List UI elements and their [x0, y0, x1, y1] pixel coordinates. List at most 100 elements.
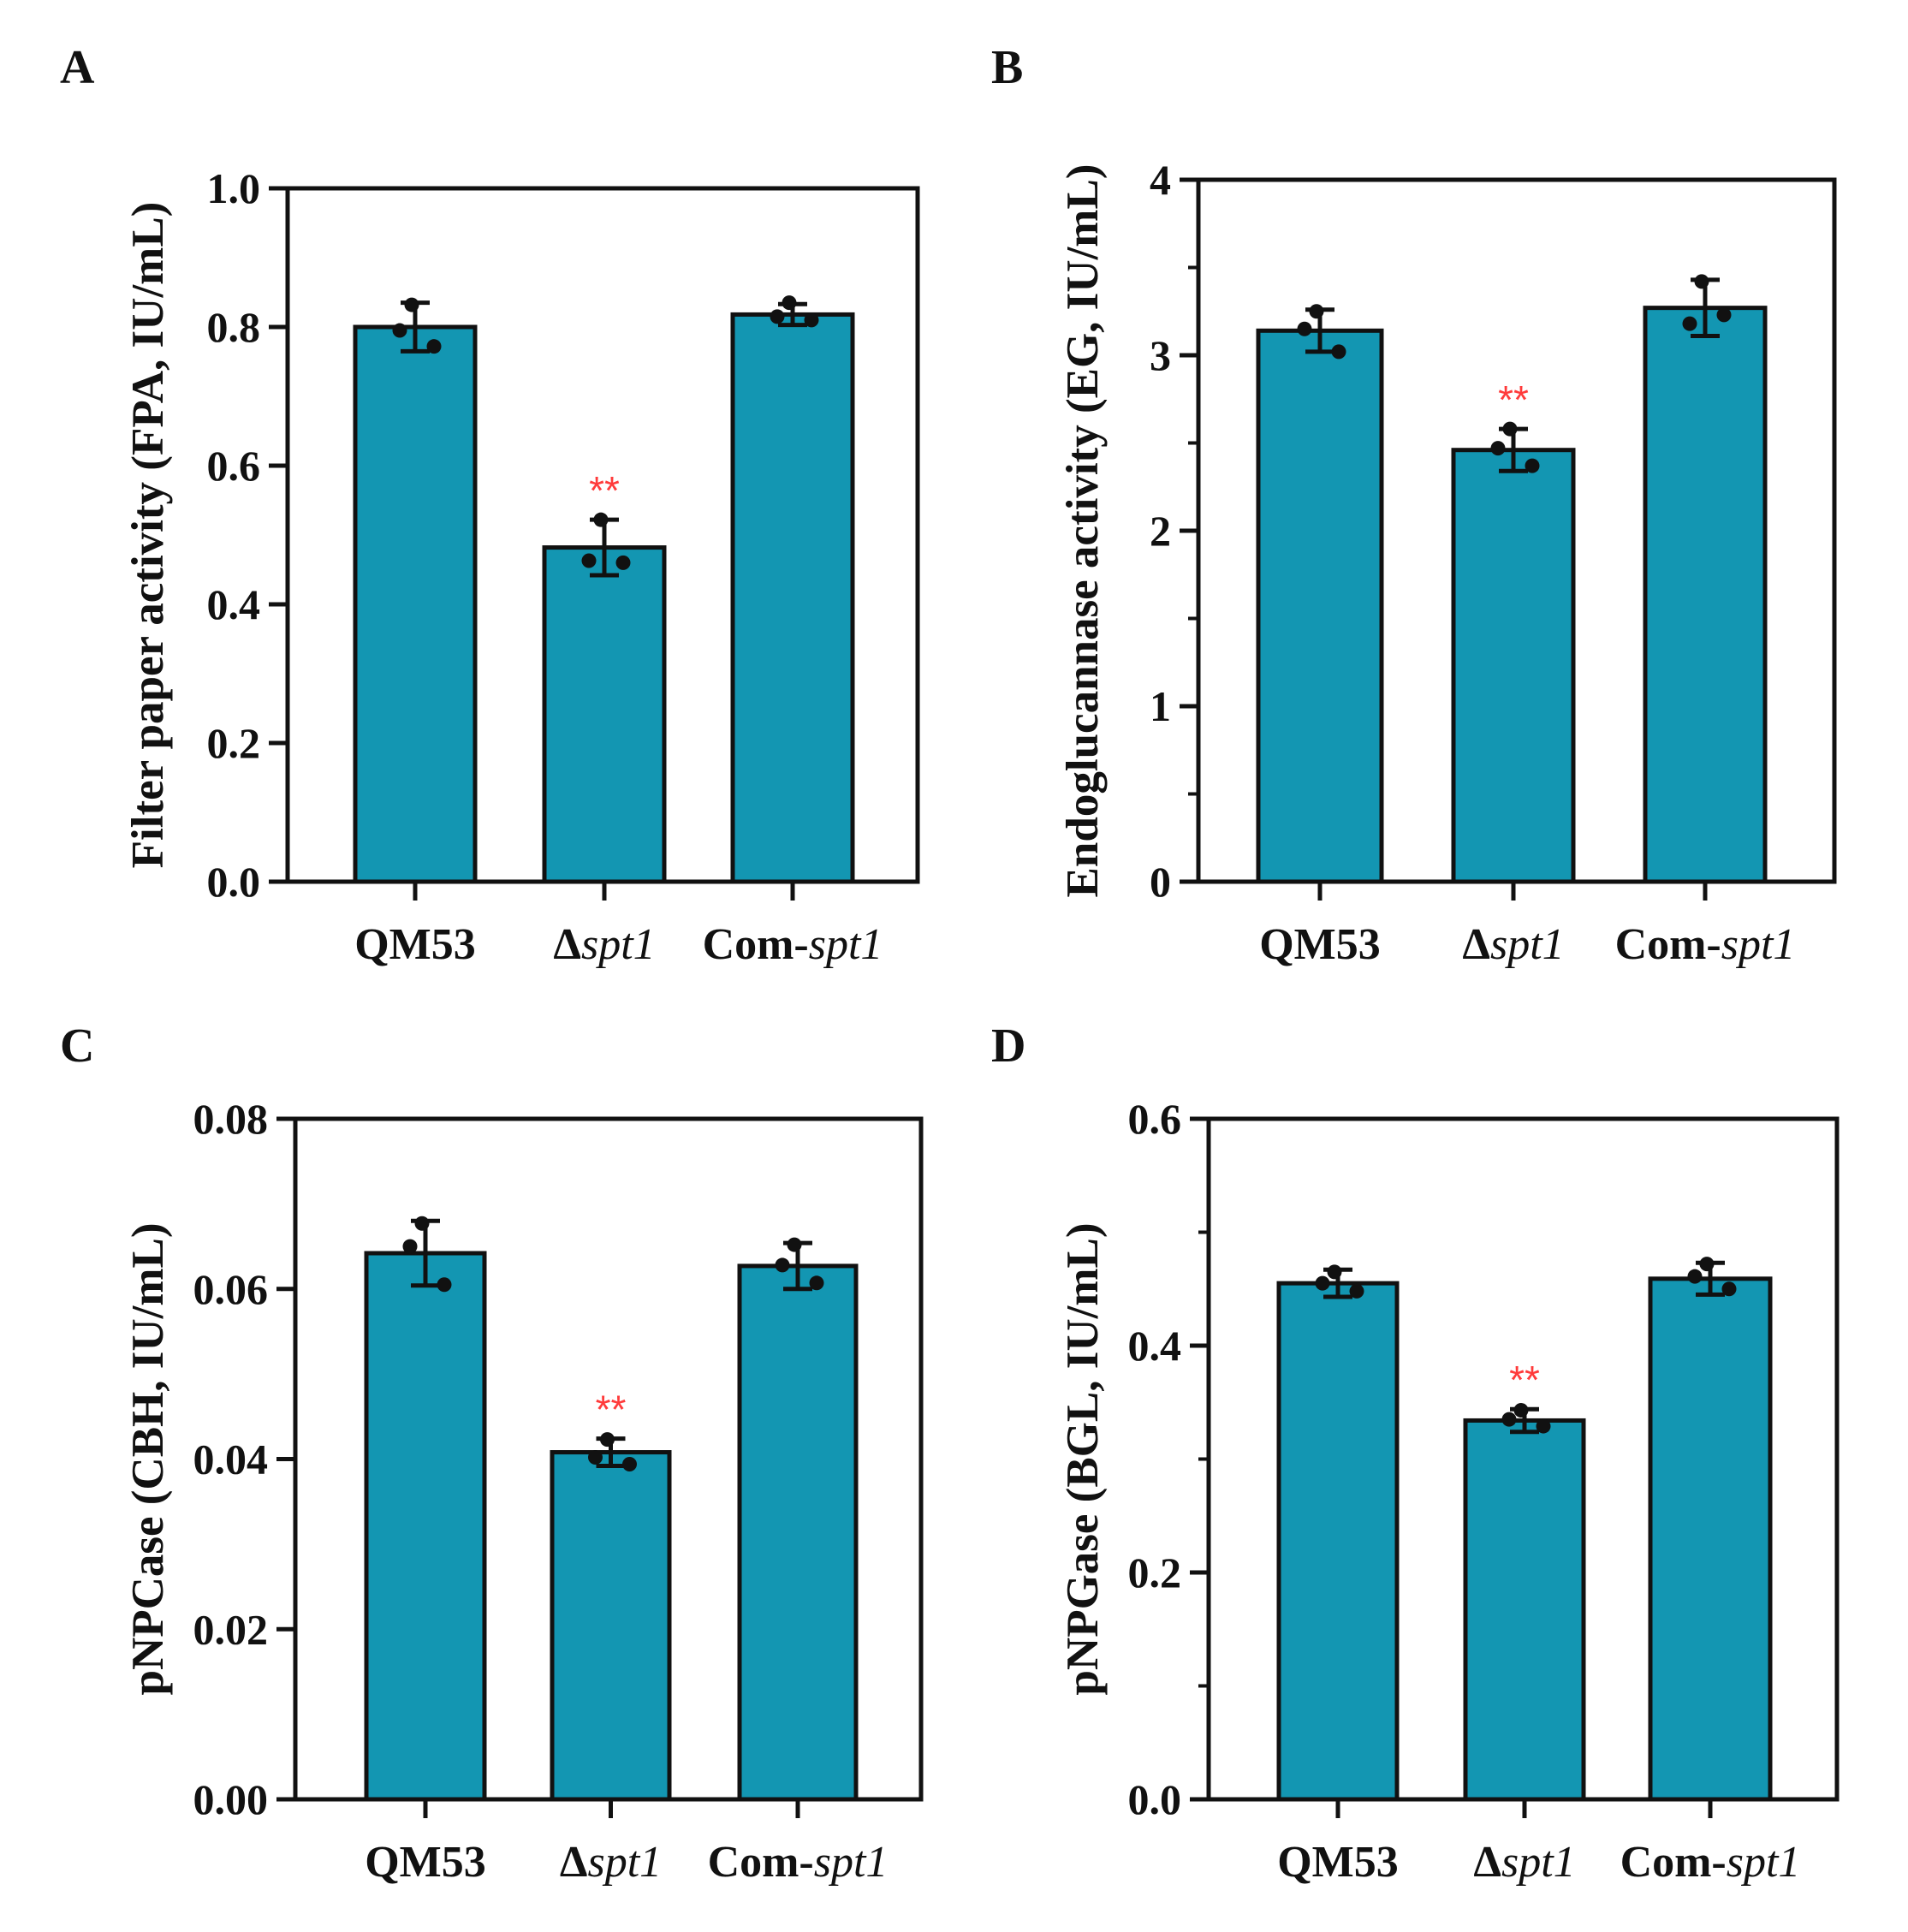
category-prefix: QM53	[365, 1838, 486, 1887]
data-point	[1331, 344, 1346, 360]
x-tick-label: QM53	[365, 1838, 486, 1887]
category-gene: spt1	[1490, 920, 1565, 969]
data-point	[1513, 1403, 1529, 1418]
delta-symbol: Δ	[560, 1838, 588, 1887]
bar-3	[1643, 306, 1768, 884]
x-tick-label: Δspt1	[560, 1838, 662, 1887]
category-prefix: QM53	[1277, 1838, 1399, 1887]
data-point	[775, 1257, 790, 1273]
x-tick-label: QM53	[1277, 1838, 1399, 1887]
category-gene: spt1	[581, 920, 656, 969]
significance-mark: **	[596, 1388, 627, 1432]
significance-mark: **	[1498, 377, 1529, 422]
data-point	[1490, 441, 1506, 456]
y-tick-label: 0.08	[193, 1095, 269, 1143]
y-tick-label: 4	[1150, 156, 1171, 204]
data-point	[600, 1432, 615, 1448]
y-tick-label: 0.8	[207, 303, 261, 351]
data-point	[1297, 321, 1312, 336]
data-point	[1315, 1275, 1330, 1291]
data-point	[804, 312, 819, 328]
data-point	[1694, 274, 1709, 289]
bar-3	[737, 1263, 859, 1802]
significance-mark: **	[1509, 1358, 1540, 1402]
x-tick-label: Com-spt1	[1620, 1838, 1801, 1887]
x-tick-label: Com-spt1	[1615, 920, 1796, 969]
data-point	[1699, 1257, 1715, 1272]
panel-b: B Endoglucannase activity (EG, IU/mL) 0 1 2 3…	[991, 41, 1837, 969]
category-gene: spt1	[1727, 1838, 1801, 1887]
data-point	[1687, 1269, 1703, 1284]
y-tick-label: 0.4	[1128, 1322, 1182, 1370]
y-tick-label: 1.0	[207, 164, 261, 212]
y-tick-label: 0.06	[193, 1265, 269, 1313]
delta-symbol: Δ	[1462, 920, 1490, 969]
data-point	[1327, 1264, 1342, 1280]
y-axis-title: pNPGase (BGL, IU/mL)	[1058, 1222, 1108, 1695]
data-point	[426, 339, 442, 354]
x-tick-label: QM53	[1259, 920, 1381, 969]
x-tick-label: Com-spt1	[708, 1838, 889, 1887]
panel-a: A Filter paper activity (FPA, IU/mL) 0.0 0.…	[60, 41, 920, 969]
y-tick-label: 0.04	[193, 1436, 269, 1483]
x-tick-label: Δspt1	[1462, 920, 1564, 969]
panel-letter: C	[60, 1020, 94, 1073]
data-point	[1682, 316, 1697, 331]
y-tick-label: 0.02	[193, 1605, 269, 1653]
category-gene: spt1	[1501, 1838, 1576, 1887]
category-gene: spt1	[814, 1838, 889, 1887]
category-gene: spt1	[1721, 920, 1796, 969]
data-point	[402, 1239, 418, 1254]
bar-1	[364, 1251, 487, 1802]
data-point	[622, 1456, 637, 1471]
bar-2	[550, 1450, 672, 1802]
bar-2	[542, 545, 667, 884]
data-point	[787, 1237, 802, 1252]
data-point	[1501, 1412, 1517, 1427]
category-gene: spt1	[809, 920, 883, 969]
data-point	[770, 309, 785, 324]
panel-letter: B	[991, 41, 1023, 94]
data-point	[392, 323, 407, 338]
data-point	[1502, 421, 1518, 437]
y-tick-label: 0.4	[207, 580, 261, 628]
x-tick-label: Δspt1	[1473, 1838, 1575, 1887]
bar-1	[353, 324, 478, 884]
data-point	[414, 1216, 430, 1231]
bar-2	[1451, 448, 1576, 884]
panel-letter: A	[60, 41, 95, 94]
data-point	[1525, 458, 1540, 473]
data-point	[581, 553, 597, 568]
y-tick-label: 0.6	[1128, 1095, 1182, 1143]
y-tick-label: 0.2	[1128, 1549, 1182, 1596]
delta-symbol: Δ	[553, 920, 581, 969]
data-point	[809, 1275, 824, 1291]
panel-letter: D	[991, 1020, 1025, 1073]
bar-2	[1463, 1418, 1586, 1802]
y-tick-label: 0.6	[207, 442, 261, 490]
x-tick-label: Com-spt1	[703, 920, 883, 969]
category-prefix: QM53	[1259, 920, 1381, 969]
category-prefix: Com-	[1615, 920, 1721, 969]
category-prefix: Com-	[1620, 1838, 1727, 1887]
data-point	[437, 1277, 452, 1293]
y-axis-title: Endoglucannase activity (EG, IU/mL)	[1058, 164, 1108, 898]
y-tick-label: 0.2	[207, 719, 261, 767]
category-prefix: Com-	[708, 1838, 814, 1887]
y-tick-label: 2	[1150, 507, 1171, 555]
data-point	[782, 295, 797, 311]
x-tick-label: QM53	[354, 920, 476, 969]
data-point	[588, 1450, 603, 1465]
data-point	[1536, 1418, 1551, 1434]
y-tick-label: 0	[1150, 858, 1171, 906]
data-point	[1716, 307, 1732, 323]
data-point	[593, 512, 609, 527]
bar-1	[1256, 328, 1384, 884]
data-point	[615, 555, 631, 570]
data-point	[1721, 1281, 1737, 1297]
bar-3	[1648, 1276, 1773, 1802]
data-point	[404, 297, 419, 312]
